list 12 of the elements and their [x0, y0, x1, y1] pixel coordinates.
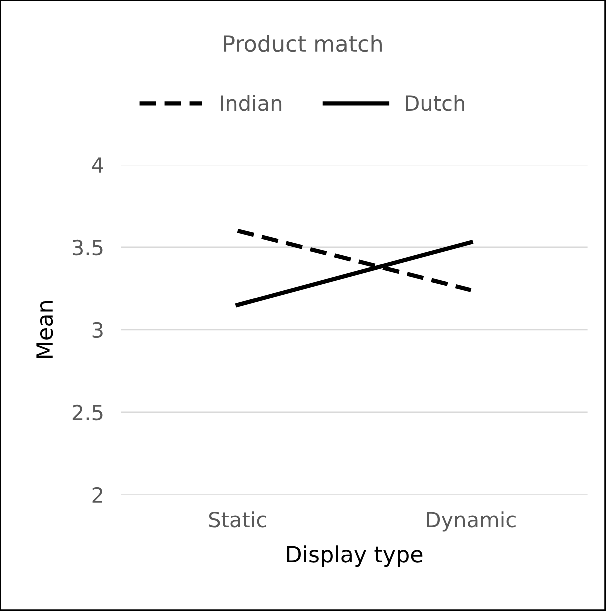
y-tick-label: 3: [92, 322, 103, 338]
x-tick-label: Dynamic: [427, 512, 516, 532]
y-tick-label: 3.5: [72, 240, 103, 256]
x-axis-title: Display type: [287, 546, 423, 568]
legend-label: Dutch: [406, 95, 464, 112]
legend-label: Indian: [221, 95, 282, 112]
y-tick-label: 4: [92, 158, 104, 173]
y-axis-title: Mean: [36, 302, 54, 358]
y-tick-label: 2: [92, 487, 102, 503]
x-tick-label: Static: [209, 512, 266, 528]
chart-title: Product match: [224, 35, 382, 52]
y-tick-label: 2.5: [72, 404, 103, 421]
